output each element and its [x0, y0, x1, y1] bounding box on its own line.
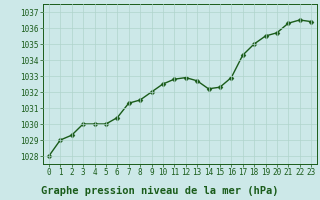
Text: Graphe pression niveau de la mer (hPa): Graphe pression niveau de la mer (hPa): [41, 186, 279, 196]
